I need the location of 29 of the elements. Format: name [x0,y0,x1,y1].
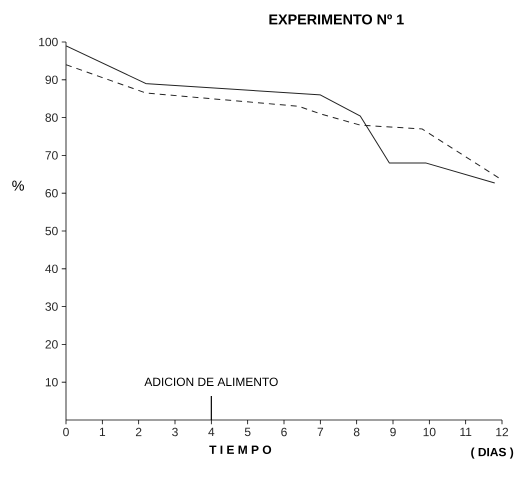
y-tick-label: 50 [45,226,58,236]
x-tick-label: 3 [172,428,178,436]
x-tick-label: 7 [318,428,324,436]
x-tick-label: 10 [424,428,436,436]
y-axis-title: % [12,180,24,191]
y-tick-label: 20 [46,340,58,349]
y-tick-label: 10 [46,378,58,386]
ref-line-label: ADICION DE ALIMENTO [144,378,278,386]
x-tick-label: 5 [244,428,250,436]
x-tick-label: 11 [460,428,472,436]
y-tick-label: 40 [45,264,58,274]
y-tick-label: 90 [45,76,58,84]
y-tick-label: 30 [45,302,58,311]
x-tick-label: 6 [281,428,287,436]
y-tick-label: 70 [46,151,58,160]
x-tick-label: 1 [100,428,106,436]
x-tick-label: 0 [63,428,69,436]
text: ( DIAS ) [471,448,514,459]
y-tick-label: 80 [45,113,58,122]
y-tick-label: 100 [39,38,58,46]
chart-title: EXPERIMENTO Nº 1 [269,14,404,24]
x-tick-label: 9 [390,428,396,436]
line-series [66,45,496,184]
x-axis-title: T I E M P O [209,446,272,454]
y-tick-label: 60 [46,188,58,198]
x-tick-label: 4 [208,428,214,436]
x-tick-label: 2 [136,428,142,436]
x-tick-label: 8 [354,428,360,436]
x-tick-label: 12 [496,428,508,436]
